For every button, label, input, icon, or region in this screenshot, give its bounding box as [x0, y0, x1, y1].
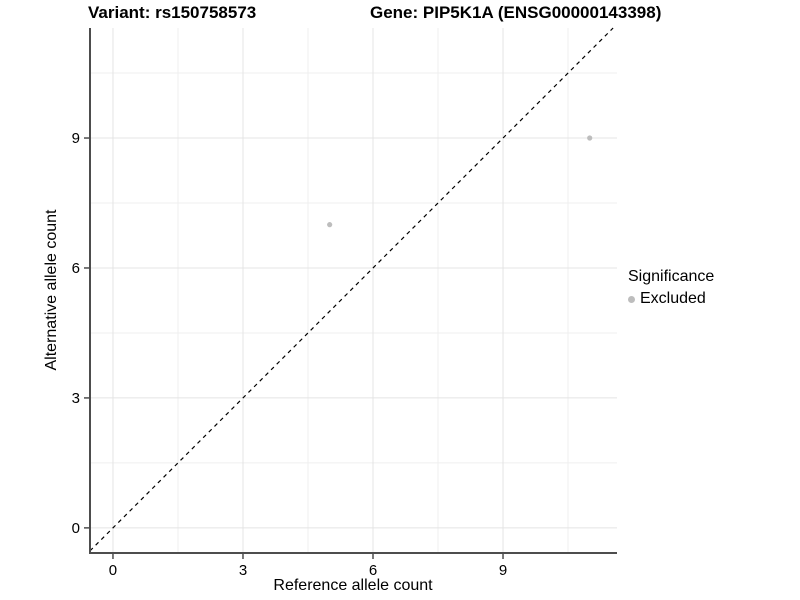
legend: Significance Excluded	[628, 268, 714, 308]
legend-title: Significance	[628, 268, 715, 285]
y-tick-label: 0	[72, 520, 80, 537]
y-axis-title: Alternative allele count	[43, 209, 60, 371]
plot-title-gene: Gene: PIP5K1A (ENSG00000143398)	[370, 3, 662, 22]
legend-item-label: Excluded	[640, 290, 706, 307]
y-tick-label: 3	[72, 390, 80, 407]
x-tick-label: 6	[369, 562, 377, 579]
y-tick-label: 9	[72, 130, 80, 147]
data-point	[327, 222, 333, 228]
legend-point-swatch	[628, 295, 635, 303]
data-point	[587, 135, 593, 141]
plot-title-variant: Variant: rs150758573	[88, 3, 257, 22]
legend-item-excluded: Excluded	[628, 290, 714, 308]
x-tick-label: 9	[499, 562, 507, 579]
x-tick-label: 3	[239, 562, 247, 579]
x-tick-label: 0	[109, 562, 117, 579]
y-tick-label: 6	[72, 260, 80, 277]
x-axis-title: Reference allele count	[273, 577, 433, 594]
identity-line	[89, 27, 614, 552]
